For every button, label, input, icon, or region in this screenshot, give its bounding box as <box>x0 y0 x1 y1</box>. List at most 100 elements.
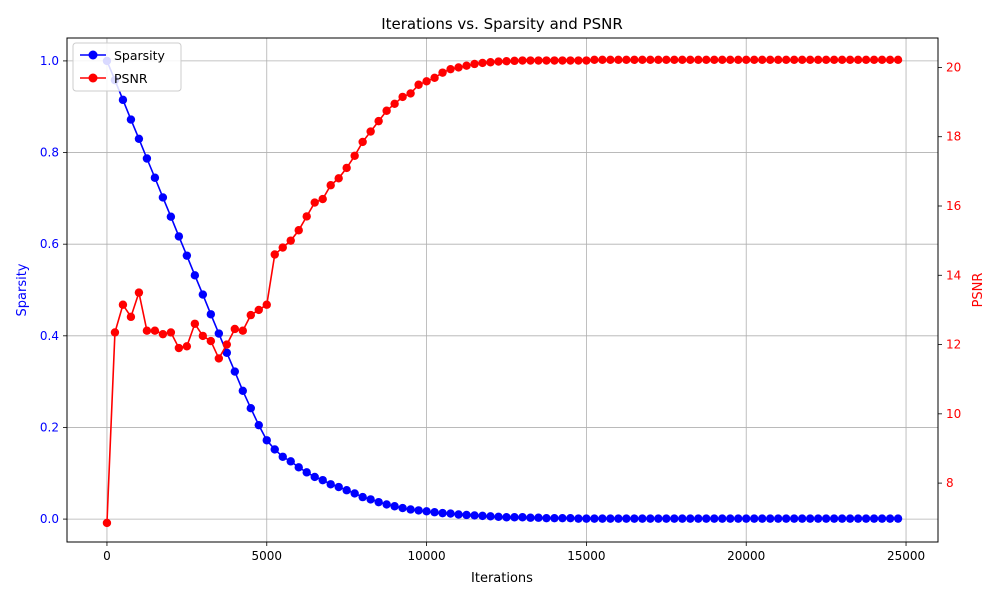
legend-sparsity-label: Sparsity <box>114 48 166 63</box>
sparsity-point <box>550 513 559 523</box>
psnr-point <box>630 55 639 65</box>
y-left-tick-label: 0.6 <box>40 237 59 251</box>
psnr-point <box>310 198 319 207</box>
sparsity-point <box>326 480 335 489</box>
psnr-point <box>869 55 879 65</box>
psnr-point <box>526 56 535 65</box>
sparsity-point <box>454 510 463 519</box>
psnr-point <box>134 288 144 297</box>
sparsity-point <box>566 513 575 523</box>
sparsity-point <box>590 514 599 523</box>
sparsity-point <box>214 329 224 338</box>
y-left-tick-label: 0.2 <box>40 420 59 434</box>
sparsity-point <box>270 445 279 454</box>
sparsity-point <box>510 513 519 522</box>
psnr-point <box>558 56 567 65</box>
psnr-point <box>861 55 871 65</box>
legend: Sparsity PSNR <box>72 42 182 92</box>
legend-sparsity-marker <box>88 50 98 60</box>
sparsity-point <box>750 514 759 523</box>
psnr-point <box>726 55 735 65</box>
sparsity-point <box>885 514 895 523</box>
sparsity-point <box>486 512 495 521</box>
sparsity-point <box>662 514 671 523</box>
x-tick-label: 15000 <box>567 549 605 563</box>
sparsity-point <box>278 452 287 461</box>
sparsity-point <box>797 514 807 523</box>
psnr-point <box>750 55 759 65</box>
legend-psnr-label: PSNR <box>114 71 148 86</box>
psnr-point <box>590 55 599 65</box>
psnr-point <box>614 55 623 65</box>
y-axis-right-label: PSNR <box>971 273 986 308</box>
psnr-point <box>110 328 120 337</box>
sparsity-point <box>358 492 367 502</box>
y-left-tick-label: 0.8 <box>40 146 59 160</box>
psnr-point <box>686 55 695 65</box>
sparsity-point <box>254 420 263 430</box>
psnr-point <box>406 89 415 98</box>
sparsity-point <box>342 486 351 495</box>
psnr-point <box>662 55 671 65</box>
sparsity-point <box>398 503 407 513</box>
x-tick-label: 10000 <box>407 549 445 563</box>
psnr-point <box>718 55 727 65</box>
sparsity-point <box>318 475 327 485</box>
sparsity-point <box>638 514 647 523</box>
sparsity-point <box>574 514 583 523</box>
sparsity-point <box>422 507 431 516</box>
sparsity-point <box>366 495 375 504</box>
psnr-point <box>390 99 399 109</box>
psnr-point <box>702 55 711 65</box>
psnr-point <box>158 329 168 339</box>
psnr-point <box>222 340 232 349</box>
psnr-point <box>734 55 743 65</box>
psnr-point <box>758 55 767 65</box>
y-right-tick-label: 20 <box>946 60 961 74</box>
sparsity-point <box>718 514 727 523</box>
sparsity-point <box>198 290 208 299</box>
sparsity-point <box>118 95 128 105</box>
y-right-tick-label: 14 <box>946 268 961 282</box>
psnr-point <box>805 55 815 65</box>
sparsity-point <box>534 513 543 522</box>
psnr-point <box>270 250 279 259</box>
psnr-point <box>598 55 607 65</box>
sparsity-point <box>614 514 623 523</box>
psnr-point <box>198 331 208 341</box>
sparsity-point <box>350 489 359 498</box>
sparsity-point <box>206 310 216 319</box>
psnr-point <box>102 518 112 528</box>
sparsity-point <box>382 500 391 509</box>
psnr-point <box>797 55 807 65</box>
sparsity-point <box>877 514 887 523</box>
sparsity-point <box>542 513 551 523</box>
psnr-point <box>470 59 479 69</box>
sparsity-point <box>558 513 567 523</box>
psnr-point <box>710 55 719 65</box>
sparsity-point <box>462 510 471 520</box>
y-left-tick-label: 0.0 <box>40 512 59 526</box>
psnr-point <box>118 300 128 309</box>
sparsity-point <box>773 514 783 523</box>
psnr-point <box>789 55 799 65</box>
sparsity-point <box>734 514 743 523</box>
psnr-point <box>350 151 359 160</box>
sparsity-point <box>742 514 751 523</box>
sparsity-point <box>430 508 439 517</box>
sparsity-point <box>166 212 176 221</box>
psnr-point <box>286 236 295 245</box>
sparsity-point <box>893 514 903 523</box>
psnr-point <box>214 354 224 363</box>
psnr-point <box>150 326 160 335</box>
psnr-point <box>765 55 775 65</box>
psnr-point <box>853 55 863 65</box>
sparsity-point <box>438 508 447 518</box>
psnr-point <box>486 58 495 67</box>
sparsity-point <box>622 514 631 523</box>
psnr-point <box>518 56 527 65</box>
psnr-point <box>454 63 463 72</box>
y-left-tick-label: 0.4 <box>40 329 59 343</box>
sparsity-point <box>230 367 240 376</box>
